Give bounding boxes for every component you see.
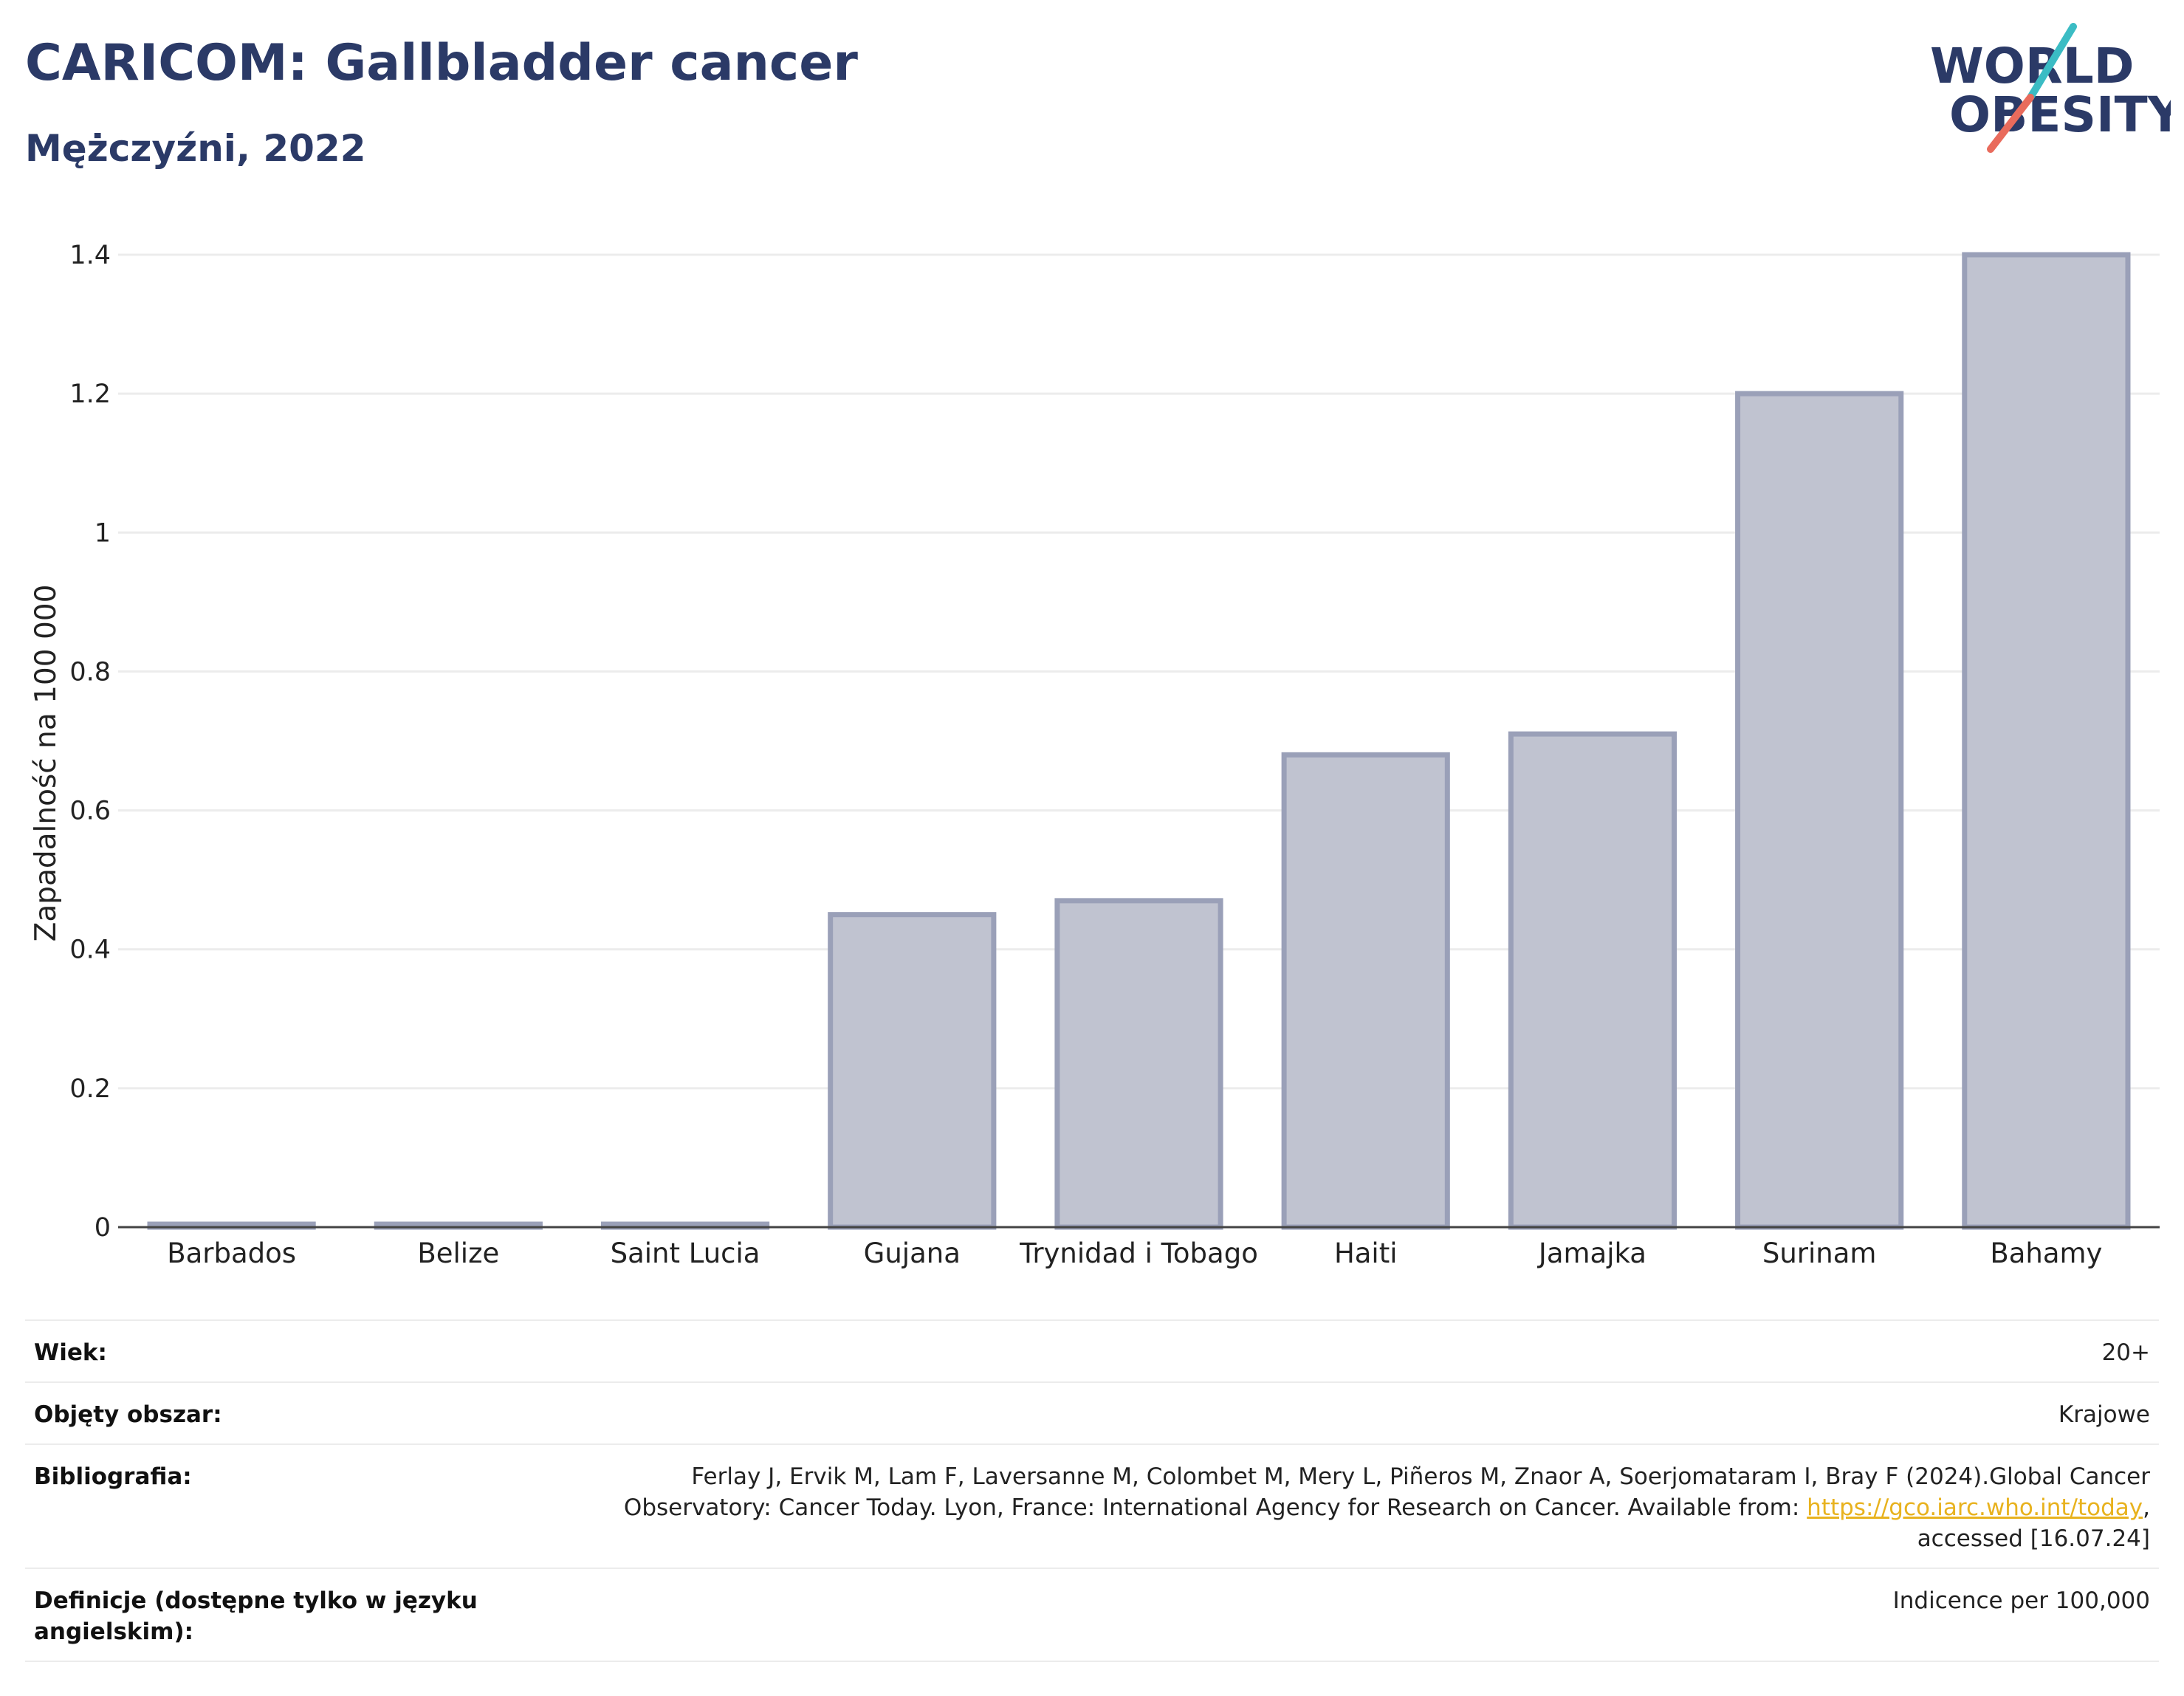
info-label-age: Wiek: bbox=[34, 1339, 107, 1366]
y-tick-label: 0.8 bbox=[69, 657, 111, 687]
x-tick-label: Bahamy bbox=[1990, 1237, 2102, 1269]
x-tick-label: Gujana bbox=[864, 1237, 961, 1269]
x-tick-label: Haiti bbox=[1334, 1237, 1398, 1269]
y-tick-label: 0 bbox=[95, 1213, 111, 1243]
y-tick-label: 0.6 bbox=[69, 797, 111, 826]
bar[interactable] bbox=[1735, 391, 1904, 1230]
info-label-definitions: Definicje (dostępne tylko w języku angie… bbox=[34, 1587, 478, 1645]
x-tick-label: Trynidad i Tobago bbox=[1019, 1237, 1258, 1269]
y-tick-label: 0.2 bbox=[69, 1074, 111, 1104]
info-row-bibliography: Bibliografia: Ferlay J, Ervik M, Lam F, … bbox=[25, 1445, 2159, 1569]
bibliography-text: Observatory: Cancer Today. Lyon, France:… bbox=[623, 1494, 1807, 1521]
y-tick-label: 0.4 bbox=[69, 935, 111, 965]
x-tick-label: Belize bbox=[417, 1237, 499, 1269]
info-row-age: Wiek: 20+ bbox=[25, 1321, 2159, 1383]
chart-info-table: Wiek: 20+ Objęty obszar: Krajowe Bibliog… bbox=[25, 1319, 2159, 1662]
y-tick-label: 1.4 bbox=[69, 241, 111, 270]
bar[interactable] bbox=[828, 912, 997, 1230]
logo-line1: WORLD bbox=[1930, 38, 2135, 95]
x-tick-label: Surinam bbox=[1762, 1237, 1877, 1269]
info-value-area: Krajowe bbox=[2058, 1401, 2150, 1428]
logo-slash-teal bbox=[2027, 23, 2077, 101]
bar[interactable] bbox=[1281, 752, 1450, 1230]
info-row-definitions: Definicje (dostępne tylko w języku angie… bbox=[25, 1569, 2159, 1662]
bibliography-link[interactable]: https://gco.iarc.who.int/today bbox=[1807, 1494, 2143, 1521]
info-row-area: Objęty obszar: Krajowe bbox=[25, 1383, 2159, 1445]
bar-chart: 0 0.2 0.4 0.6 0.8 1 1.2 1.4 Barbados Belize Saint… bbox=[30, 241, 2160, 1269]
x-tick-label: Barbados bbox=[167, 1237, 296, 1269]
logo-slash-coral bbox=[1987, 94, 2034, 153]
bibliography-comma: , bbox=[2143, 1494, 2150, 1521]
info-value-bibliography: Ferlay J, Ervik M, Lam F, Laversanne M, … bbox=[624, 1461, 2150, 1554]
y-tick-label: 1 bbox=[95, 518, 111, 548]
info-value-definitions: Indicence per 100,000 bbox=[1892, 1587, 2150, 1614]
x-tick-label: Saint Lucia bbox=[611, 1237, 760, 1269]
x-tick-labels: Barbados Belize Saint Lucia Gujana Trynidad … bbox=[167, 1237, 2102, 1269]
bibliography-line-2: Observatory: Cancer Today. Lyon, France:… bbox=[624, 1492, 2150, 1523]
y-tick-labels: 0 0.2 0.4 0.6 0.8 1 1.2 1.4 bbox=[69, 241, 111, 1243]
bibliography-line-1: Ferlay J, Ervik M, Lam F, Laversanne M, … bbox=[691, 1463, 2150, 1490]
bibliography-line-3: accessed [16.07.24] bbox=[1917, 1525, 2150, 1552]
chart-title: CARICOM: Gallbladder cancer bbox=[25, 34, 858, 92]
x-tick-label: Jamajka bbox=[1537, 1237, 1646, 1269]
y-axis-label: Zapadalność na 100 000 bbox=[30, 585, 63, 942]
chart-subtitle: Mężczyźni, 2022 bbox=[25, 127, 366, 170]
logo-line2: OBESITY bbox=[1949, 86, 2171, 143]
world-obesity-logo: WORLD OBESITY bbox=[1930, 23, 2171, 153]
bar[interactable] bbox=[1962, 252, 2131, 1230]
info-value-age: 20+ bbox=[2101, 1339, 2150, 1366]
bar[interactable] bbox=[1508, 731, 1678, 1230]
bar[interactable] bbox=[1054, 898, 1223, 1230]
info-label-area: Objęty obszar: bbox=[34, 1401, 222, 1428]
bars bbox=[147, 252, 2131, 1230]
y-tick-label: 1.2 bbox=[69, 380, 111, 409]
info-label-bibliography: Bibliografia: bbox=[34, 1463, 192, 1490]
